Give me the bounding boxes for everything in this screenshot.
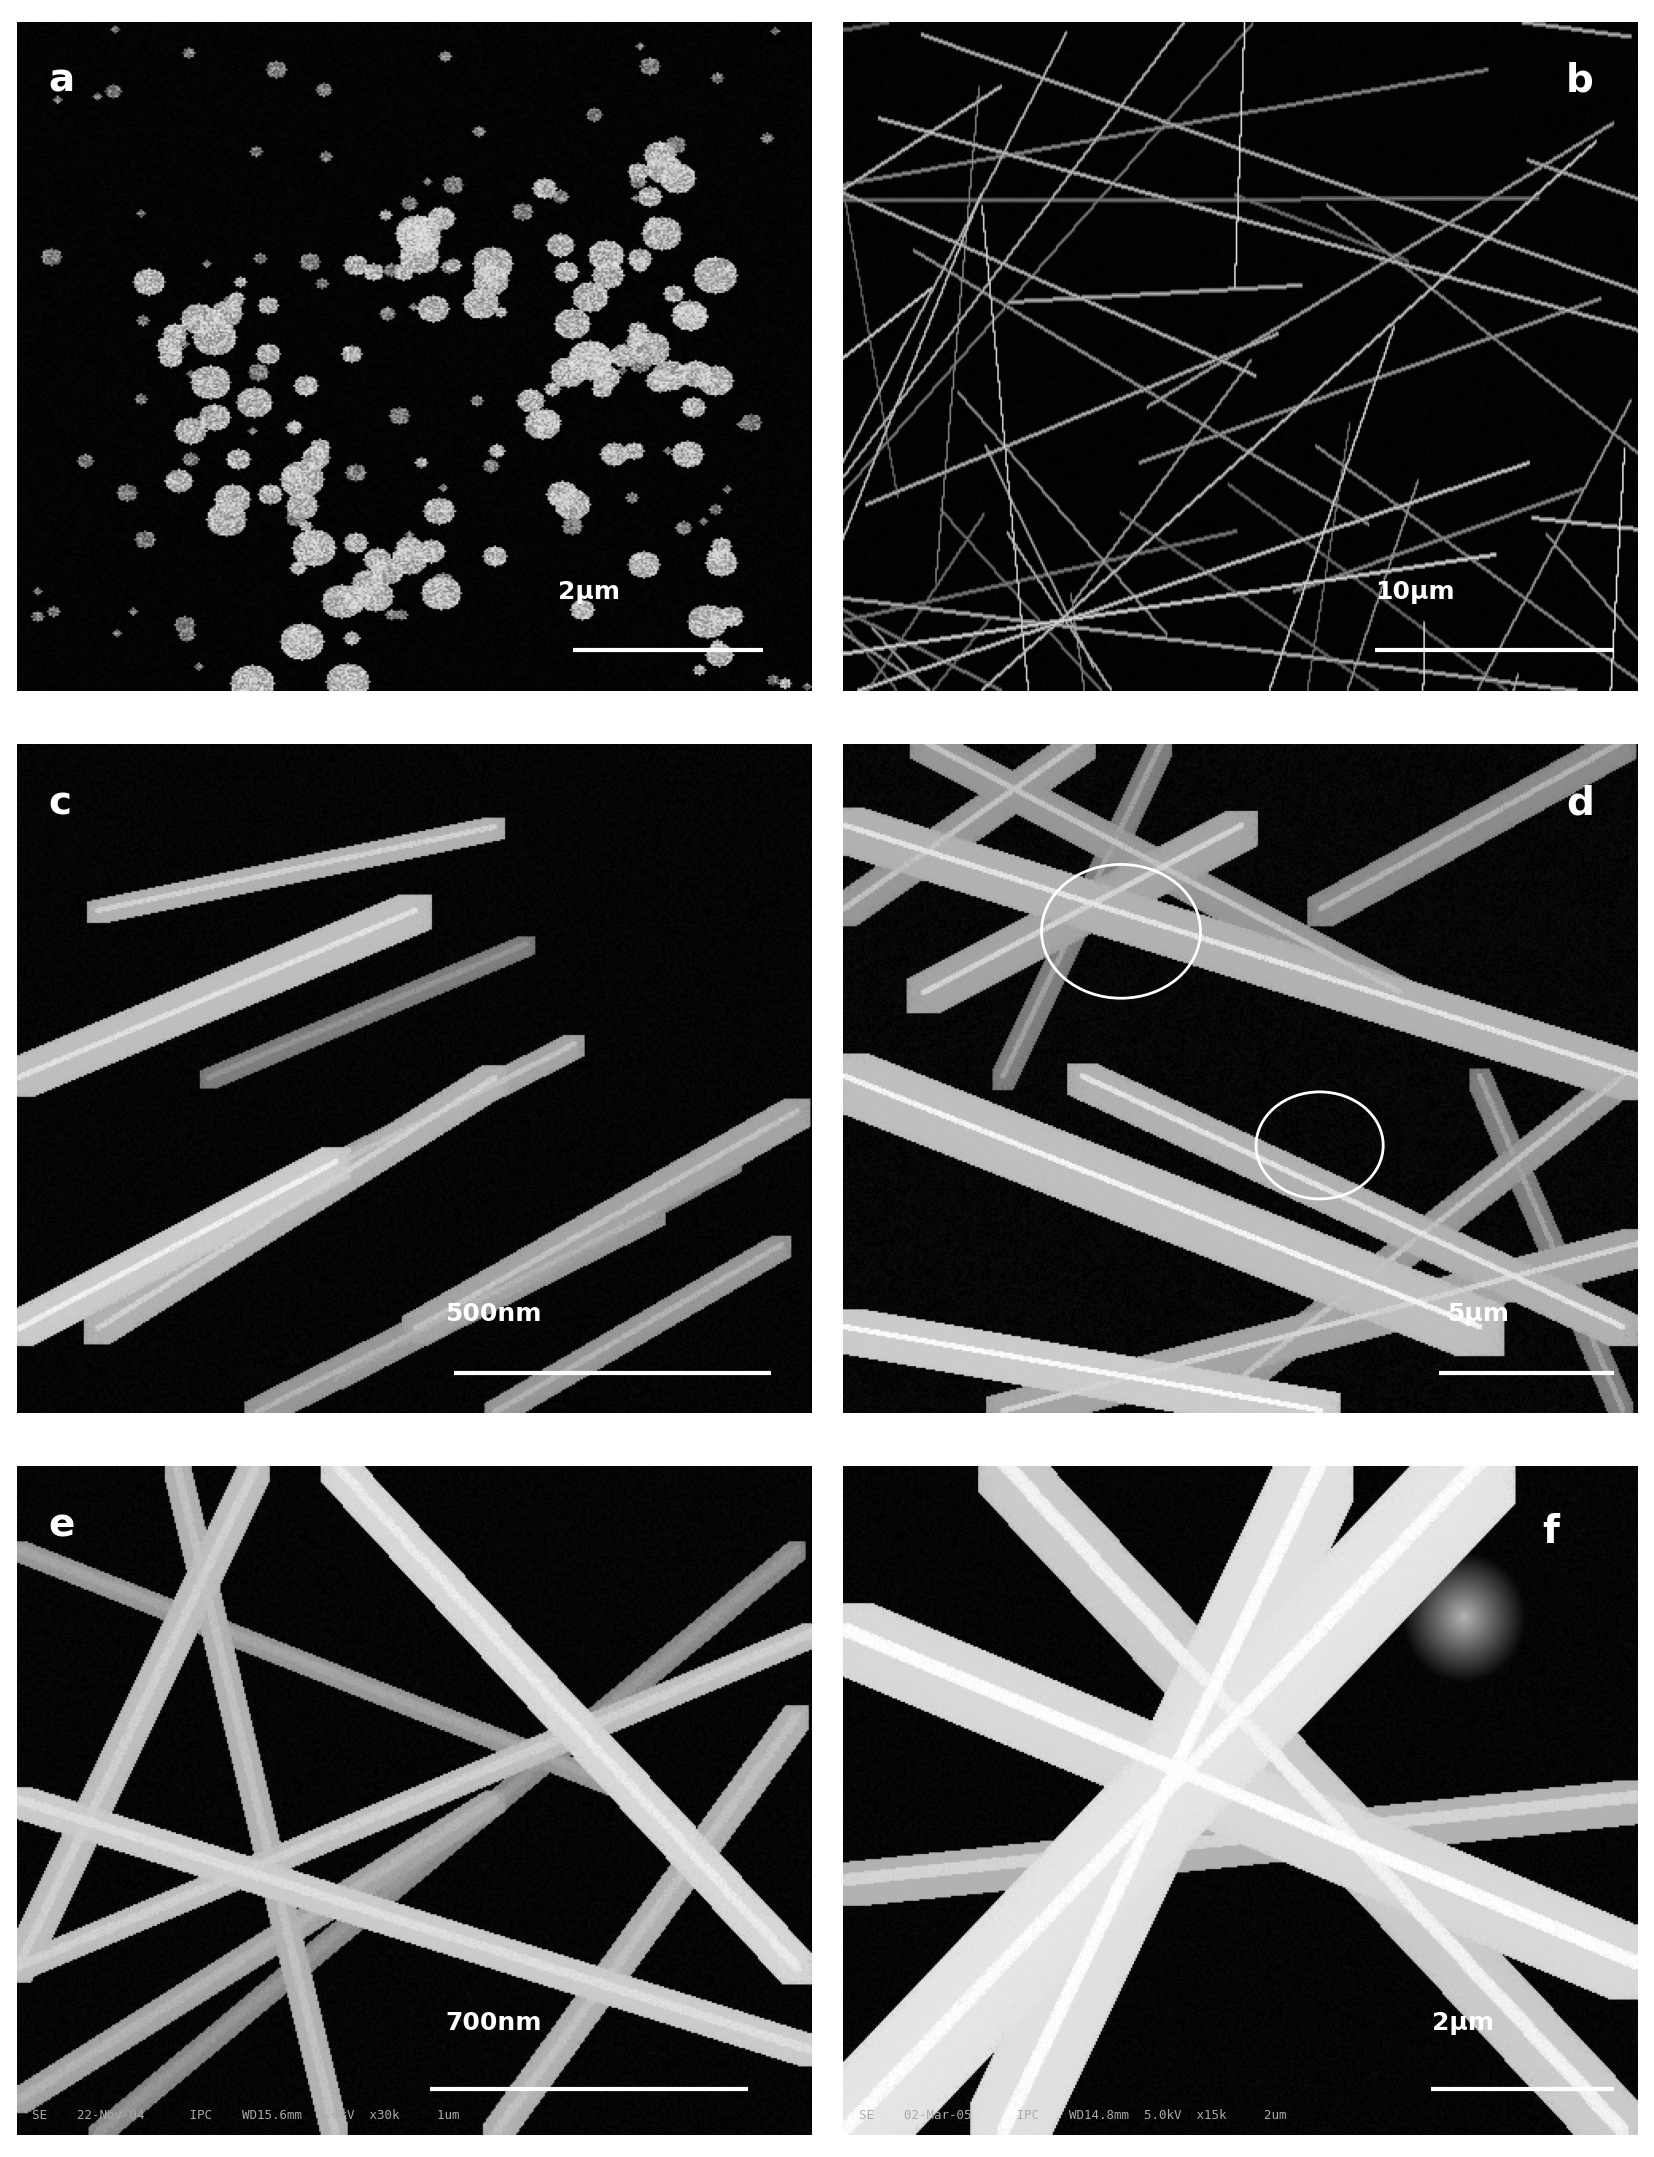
Text: 2μm: 2μm — [557, 580, 620, 604]
Text: SE    22-Nov-04      IPC    WD15.6mm  5.0kV  x30k     1um: SE 22-Nov-04 IPC WD15.6mm 5.0kV x30k 1um — [33, 2110, 460, 2122]
Text: 2μm: 2μm — [1432, 2010, 1494, 2034]
Text: e: e — [48, 1506, 74, 1544]
Text: f: f — [1542, 1514, 1560, 1551]
Text: 10μm: 10μm — [1374, 580, 1456, 604]
Text: c: c — [48, 785, 71, 822]
Text: 500nm: 500nm — [445, 1303, 541, 1327]
Text: b: b — [1566, 63, 1594, 99]
Text: 700nm: 700nm — [445, 2010, 541, 2034]
Text: SE    02-Mar-05      IPC    WD14.8mm  5.0kV  x15k     2um: SE 02-Mar-05 IPC WD14.8mm 5.0kV x15k 2um — [858, 2110, 1287, 2122]
Text: d: d — [1566, 785, 1594, 822]
Text: a: a — [48, 63, 74, 99]
Text: 5μm: 5μm — [1447, 1303, 1510, 1327]
